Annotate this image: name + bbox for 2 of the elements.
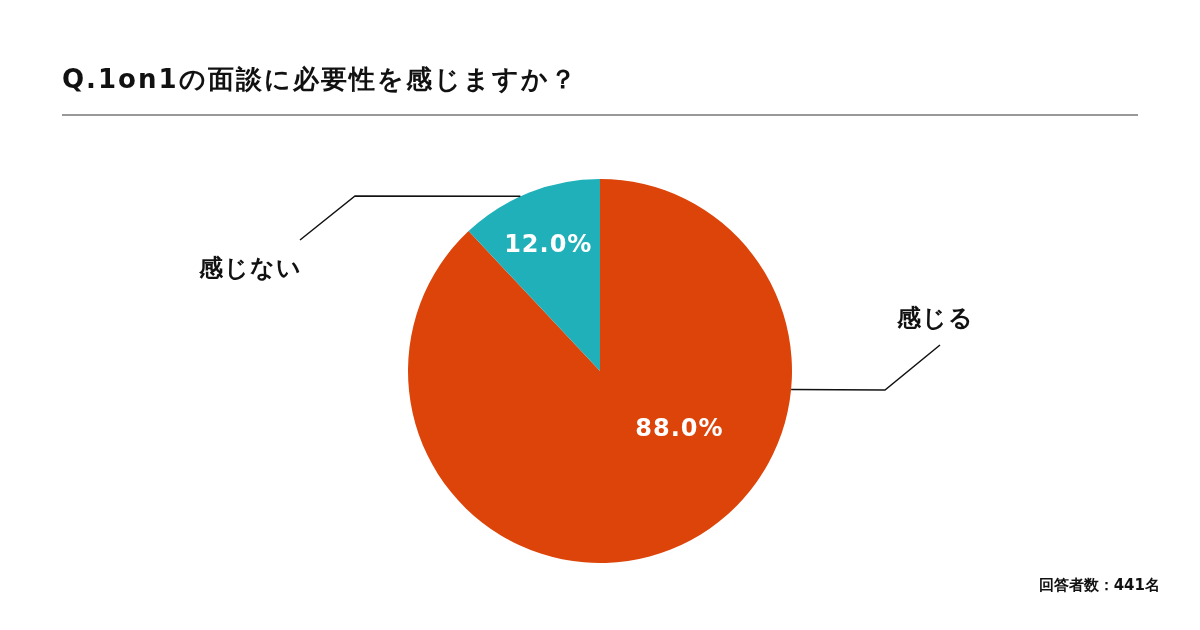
annotation: 回答者数：441名 <box>1038 576 1160 594</box>
title: Q.1on1の面談に必要性を感じますか？ <box>62 64 578 94</box>
